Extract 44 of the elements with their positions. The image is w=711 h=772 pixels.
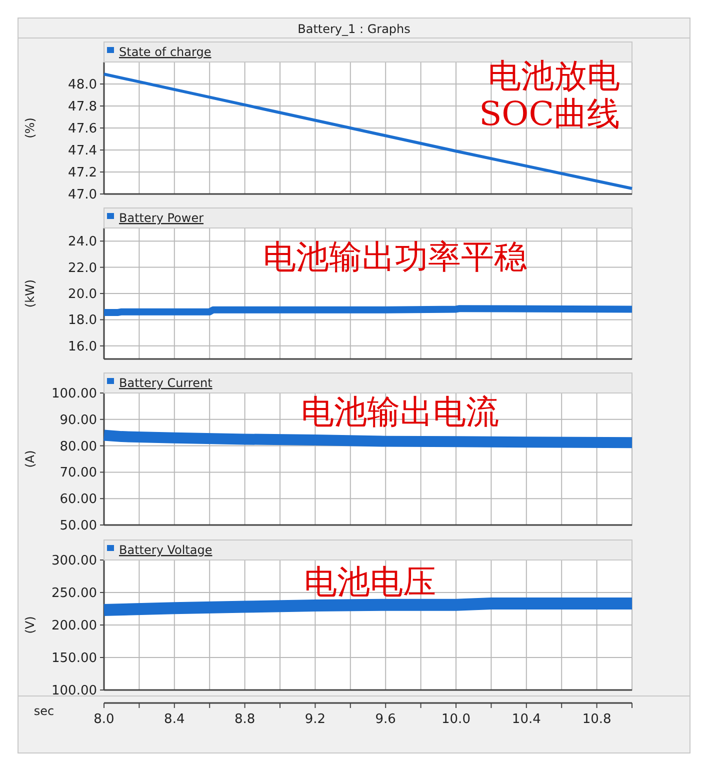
x-tick-label: 10.4 [512, 712, 541, 727]
x-tick-label: 10.0 [442, 712, 470, 727]
y-tick-label: 47.0 [68, 188, 97, 202]
y-axis-title: (%) [23, 118, 37, 138]
y-tick-label: 80.00 [60, 439, 97, 454]
y-tick-label: 47.6 [68, 122, 97, 136]
y-tick-label: 150.00 [52, 651, 97, 666]
y-tick-label: 70.00 [60, 466, 97, 481]
y-tick-label: 60.00 [60, 492, 97, 508]
y-axis-title: (V) [23, 616, 37, 634]
legend-label: Battery Current [119, 376, 213, 390]
x-tick-label: 9.6 [375, 712, 396, 727]
y-tick-label: 18.0 [68, 313, 97, 328]
y-tick-label: 100.00 [52, 684, 97, 698]
x-tick-label: 8.0 [94, 712, 114, 727]
annotation: 电池输出功率平稳 [263, 237, 527, 276]
x-tick-label: 8.4 [164, 712, 185, 727]
annotation: 电池电压 [304, 562, 436, 601]
legend-label: Battery Power [119, 211, 204, 225]
y-tick-label: 50.00 [60, 518, 97, 534]
annotation: 电池输出电流 [301, 392, 499, 431]
y-tick-label: 300.00 [52, 554, 97, 568]
legend-label: State of charge [119, 45, 212, 59]
y-axis-title: (kW) [23, 279, 37, 308]
y-tick-label: 90.00 [60, 412, 97, 428]
x-axis-title: sec [34, 704, 54, 718]
y-tick-label: 22.0 [68, 260, 97, 276]
y-tick-label: 20.0 [68, 287, 97, 302]
y-tick-label: 250.00 [52, 586, 97, 601]
annotation: 电池放电 SOC曲线 [479, 56, 620, 133]
x-tick-label: 8.8 [234, 712, 256, 727]
x-tick-label: 10.8 [582, 712, 612, 727]
y-tick-label: 47.8 [68, 100, 97, 114]
y-tick-label: 47.4 [68, 144, 97, 158]
y-tick-label: 16.0 [68, 339, 97, 354]
y-tick-label: 47.2 [68, 166, 97, 180]
x-tick-label: 9.2 [304, 712, 326, 727]
y-tick-label: 48.0 [68, 78, 97, 92]
chart-title: Battery_1 : Graphs [298, 22, 410, 36]
y-tick-label: 24.0 [68, 234, 97, 250]
y-tick-label: 100.00 [52, 386, 97, 402]
y-tick-label: 200.00 [52, 618, 97, 634]
y-axis-title: (A) [23, 450, 37, 468]
legend-label: Battery Voltage [119, 543, 212, 557]
